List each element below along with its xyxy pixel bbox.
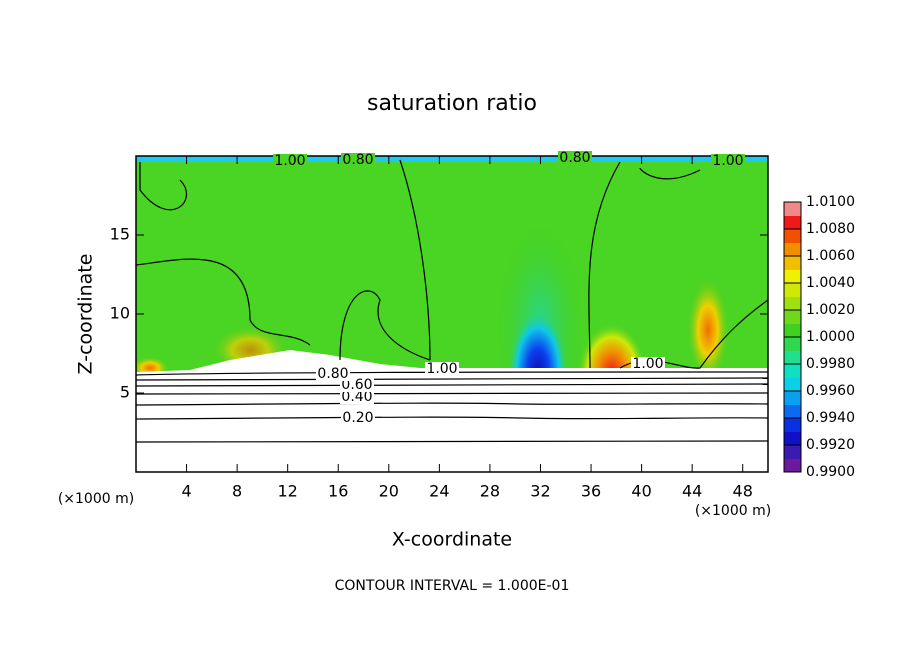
colorbar-tick-label: 1.0000 [806,329,855,345]
x-tick-label: 8 [232,482,242,501]
colorbar-band [784,337,801,351]
chart-title: saturation ratio [367,91,537,116]
x-tick-label: 40 [631,482,651,501]
x-tick-label: 16 [328,482,348,501]
colorbar-band [784,283,801,297]
contour-label: 0.80 [317,366,348,382]
colorbar-band [784,269,801,284]
footer: CONTOUR INTERVAL = 1.000E-01 [335,578,570,594]
contour-label-bg [341,153,375,167]
colorbar-tick-label: 1.0060 [806,248,855,264]
colorbar-band [784,458,801,473]
colorbar-band [784,377,801,392]
y-tick-label: 10 [110,304,130,323]
colorbar-band [784,445,801,459]
field [136,156,768,472]
contour-label: 0.40 [341,389,372,405]
colorbar-tick-label: 0.9920 [806,437,855,453]
colorbar-tick-label: 1.0040 [806,275,855,291]
colorbar-band [784,256,801,270]
colorbar-band [784,310,801,324]
x-unit: (×1000 m) [58,491,134,507]
colorbar-band [784,229,801,243]
colorbar-tick-label: 0.9900 [806,464,855,480]
colorbar-band [784,431,801,446]
colorbar-band [784,242,801,257]
y-axis-label: Z-coordinate [75,254,97,375]
colorbar-band [784,364,801,378]
contour-label-bg [425,362,459,376]
x-tick-label: 28 [480,482,500,501]
x-tick-label: 4 [181,482,191,501]
contour-label-bg [340,378,374,392]
contour-label: 0.20 [342,410,373,426]
contour-label-bg [340,390,374,404]
x-tick-label: 20 [379,482,399,501]
y-tick-label: 15 [110,225,130,244]
x-tick-label: 36 [581,482,601,501]
contour-label-bg [558,151,592,165]
colorbar-band [784,215,801,230]
colorbar-band [784,296,801,311]
colorbar-tick-label: 1.0020 [806,302,855,318]
x-axis-label: X-coordinate [392,529,512,551]
x-tick-label: 44 [682,482,702,501]
contour-label: 1.00 [632,356,663,372]
contour-label: 1.00 [274,153,305,169]
contour-label: 1.00 [426,361,457,377]
colorbar-tick-label: 1.0080 [806,221,855,237]
colorbar-tick-label: 1.0100 [806,194,855,210]
x-tick-label: 12 [278,482,298,501]
contour-label-bg [316,367,350,381]
colorbar-band [784,404,801,419]
x-unit: (×1000 m) [695,503,771,519]
colorbar-band [784,391,801,405]
x-tick-label: 32 [530,482,550,501]
colorbar-tick-label: 0.9960 [806,383,855,399]
colorbar-band [784,350,801,365]
contour-label-bg [273,154,307,168]
colorbar-band [784,418,801,432]
colorbar-tick-label: 0.9980 [806,356,855,372]
y-tick-label: 5 [120,383,130,402]
colorbar-band [784,323,801,338]
contour-label-bg [711,154,745,168]
x-tick-label: 48 [733,482,753,501]
contour-label-bg [341,411,375,425]
contour-label-bg [631,357,665,371]
contour-label: 1.00 [712,153,743,169]
x-tick-label: 24 [429,482,449,501]
contour-label: 0.80 [559,150,590,166]
colorbar-band [784,202,801,216]
contour-label: 0.80 [342,152,373,168]
colorbar-tick-label: 0.9940 [806,410,855,426]
